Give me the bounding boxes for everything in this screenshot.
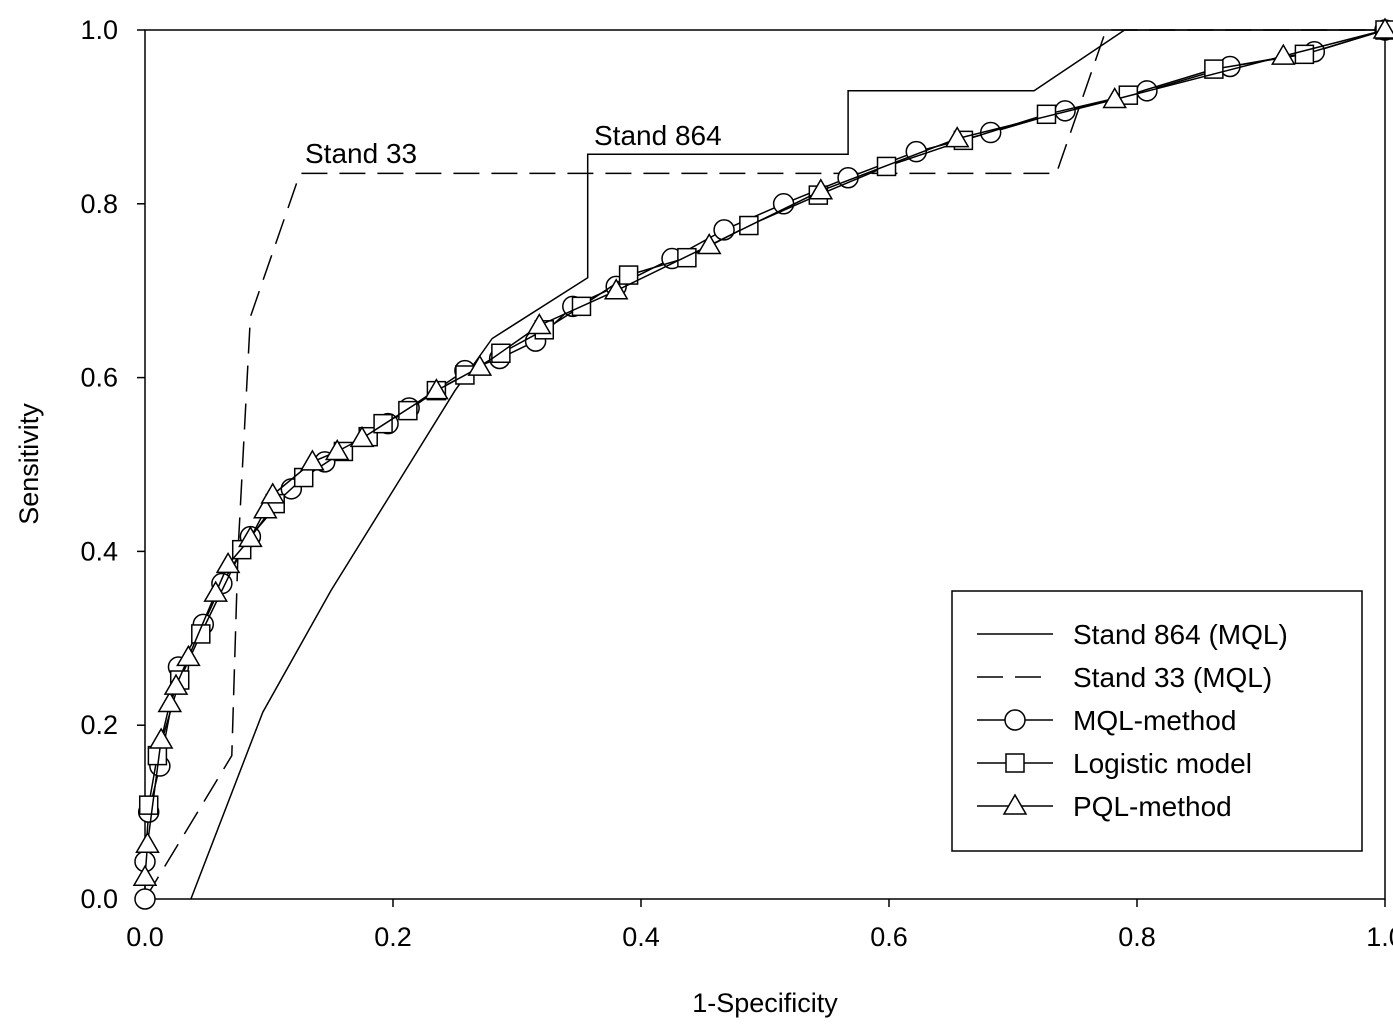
data-point-square xyxy=(293,467,314,488)
series-line xyxy=(144,29,1385,900)
legend-label: Stand 33 (MQL) xyxy=(1073,662,1272,693)
data-point-triangle xyxy=(252,497,278,519)
y-tick-label: 0.0 xyxy=(80,884,118,914)
data-point-triangle xyxy=(808,178,834,200)
legend-label: Stand 864 (MQL) xyxy=(1073,619,1288,650)
legend-swatch-marker xyxy=(1005,753,1025,773)
data-point-triangle xyxy=(157,690,183,713)
x-tick-label: 0.4 xyxy=(622,922,660,952)
series-1 xyxy=(144,29,1385,900)
data-point-triangle xyxy=(203,580,228,602)
data-point-triangle xyxy=(1372,17,1393,39)
data-point-square xyxy=(138,795,159,815)
data-point-triangle xyxy=(260,482,286,504)
data-point-triangle xyxy=(132,864,158,887)
data-point-square xyxy=(147,745,168,766)
legend-items: Stand 864 (MQL) Stand 33 (MQL) MQL-method L… xyxy=(977,619,1288,822)
data-point-triangle xyxy=(944,126,970,148)
y-axis-title: Sensitivity xyxy=(14,403,44,525)
data-point-triangle xyxy=(176,644,201,667)
y-tick-label: 0.4 xyxy=(80,536,118,566)
plot-frame xyxy=(144,29,1386,900)
data-point-square xyxy=(1294,44,1315,65)
data-point-triangle xyxy=(1102,87,1127,109)
x-tick-label: 0.6 xyxy=(870,922,908,952)
y-tick-label: 1.0 xyxy=(80,15,118,45)
y-tick-label: 0.8 xyxy=(80,189,118,219)
data-point-square xyxy=(1204,59,1224,79)
data-point-triangle xyxy=(215,551,241,574)
series-layer xyxy=(132,17,1393,910)
x-tick-label: 0.8 xyxy=(1118,922,1156,952)
data-point-triangle xyxy=(324,438,350,461)
y-tick-label: 0.2 xyxy=(80,710,118,740)
x-tick-label: 0.0 xyxy=(126,922,164,952)
data-point-circle xyxy=(713,219,735,241)
x-axis-ticks: 0.0 0.2 0.4 0.6 0.8 1.0 xyxy=(126,899,1393,952)
data-point-triangle xyxy=(300,449,325,471)
y-tick-label: 0.6 xyxy=(80,363,118,393)
annotation-stand-864: Stand 864 xyxy=(594,120,722,151)
legend-label: PQL-method xyxy=(1073,791,1232,822)
data-point-triangle xyxy=(424,378,449,400)
data-point-square xyxy=(373,413,393,434)
data-point-triangle xyxy=(603,278,629,300)
data-point-triangle xyxy=(238,525,263,548)
data-point-triangle xyxy=(1271,43,1296,65)
data-point-triangle xyxy=(467,354,493,376)
x-tick-label: 1.0 xyxy=(1366,922,1393,952)
series-line xyxy=(190,29,1385,900)
data-point-triangle xyxy=(349,425,375,448)
x-tick-label: 0.2 xyxy=(374,922,412,952)
data-point-triangle xyxy=(148,727,174,749)
data-point-square xyxy=(677,247,697,268)
legend-swatch-marker xyxy=(1004,709,1026,731)
legend: Stand 864 (MQL) Stand 33 (MQL) MQL-method L… xyxy=(951,590,1363,852)
series-0 xyxy=(190,29,1385,900)
legend-label: MQL-method xyxy=(1073,705,1236,736)
annotation-stand-33: Stand 33 xyxy=(305,138,417,169)
legend-label: Logistic model xyxy=(1073,748,1252,779)
data-point-triangle xyxy=(163,673,189,695)
data-point-triangle xyxy=(135,831,160,854)
data-point-triangle xyxy=(527,312,552,335)
x-axis-title: 1-Specificity xyxy=(692,988,838,1018)
data-point-circle xyxy=(134,888,156,910)
y-axis-ticks: 0.0 0.2 0.4 0.6 0.8 1.0 xyxy=(80,15,145,914)
legend-swatch-marker xyxy=(1002,793,1028,815)
data-point-triangle xyxy=(696,233,722,255)
series-4 xyxy=(132,17,1393,887)
